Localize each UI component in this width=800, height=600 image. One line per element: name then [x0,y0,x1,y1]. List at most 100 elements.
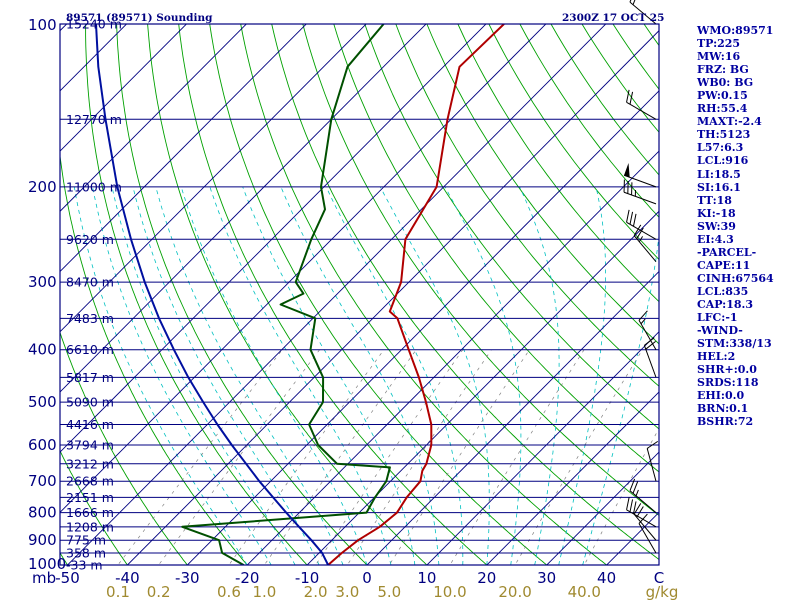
wind-barb [638,310,657,350]
temperature-tick-label: -20 [235,569,260,587]
isotherm-line [60,24,367,333]
wind-barb [626,497,657,528]
wind-barb [629,0,657,25]
temperature-tick-label: 20 [477,569,496,587]
wind-barb-full [629,211,634,225]
wind-barb-half [638,236,644,243]
wind-barb-staff [623,191,657,205]
isotherm-line [60,24,188,152]
index-item: TP:225 [697,37,741,51]
index-item: -WIND- [697,324,743,338]
index-item: CAPE:11 [697,258,751,272]
chart-title: 89571 (89571) Sounding [66,12,213,24]
index-item: WB0: BG [697,76,754,90]
height-label: 1208 m [66,519,114,534]
mixing-ratio-label: 20.0 [498,583,531,600]
height-label: 3212 m [66,456,114,471]
wind-barb [623,163,657,188]
index-item: TT:18 [697,193,732,207]
wind-barb [646,440,659,482]
dry-adiabat-line [488,24,659,261]
mixing-ratio-line [346,349,492,565]
dry-adiabat-line [271,24,659,561]
wind-barb-staff [629,1,657,25]
index-item: SW:39 [697,219,736,233]
dry-adiabat-line [147,24,428,565]
index-item: EHI:0.0 [697,389,745,403]
index-item: FRZ: BG [697,63,749,77]
sounding-indices-panel: WMO:89571 TP:225 MW:16 FRZ: BG WB0: BG PW:0.1… [697,24,797,428]
mixing-ratio-line [263,349,417,565]
index-item: CAP:18.3 [697,297,754,311]
dry-adiabat-line [178,24,488,565]
index-item: EI:4.3 [697,232,734,246]
index-item: BRN:0.1 [697,402,749,416]
isotherm-line [60,24,307,273]
dry-adiabat-line [457,24,659,303]
wind-barb-half [640,318,646,325]
dry-adiabat-line [333,24,659,473]
dry-adiabat-line [240,24,608,565]
wind-barb-full [632,213,637,227]
series-line-parcel [95,24,329,565]
mixing-ratio-label: 0.6 [217,583,241,600]
mixing-ratio-label: 0.2 [147,583,171,600]
temperature-tick-label: 30 [537,569,556,587]
isotherm-line [60,24,487,453]
index-item: PW:0.15 [697,89,748,103]
wind-barb-full [626,497,630,510]
height-label: 775 m [66,533,106,548]
height-label: 15240 m [66,17,122,32]
index-item: LFC:-1 [697,311,738,325]
mixing-ratio-label: 40.0 [568,583,601,600]
dry-adiabat-line [395,24,659,387]
isotherm-line [366,270,659,565]
profile-lines [95,24,505,565]
moist-adiabat-line [111,186,296,565]
dry-adiabat-line [85,24,308,565]
wind-barb [623,179,657,205]
temperature-unit-label: C [654,569,664,587]
isotherm-line [66,24,607,565]
wind-barb-full [638,513,648,524]
mixing-ratio-line [583,428,659,565]
pressure-tick-label: 300 [28,273,57,291]
pressure-tick-label: 1000 [28,555,66,573]
wind-barb-full [638,310,648,321]
height-label: 2668 m [66,474,114,489]
moist-adiabat-line [180,186,368,565]
mixing-ratio-label: 1.0 [252,583,276,600]
height-label: 1666 m [66,505,114,520]
mixing-ratio-line [117,349,283,565]
wind-barb-staff [633,513,657,541]
wind-barb-full [632,481,639,494]
index-item: SRDS:118 [697,376,759,390]
wind-barb-full [629,499,634,512]
index-item: TH:5123 [697,128,751,142]
isotherm-line [546,451,659,565]
wind-barb-full [644,337,655,346]
wind-barb-full [629,478,636,491]
dry-adiabat-line [60,152,248,565]
mixing-ratio-label: 3.0 [335,583,359,600]
mixing-ratio-label: 10.0 [433,583,466,600]
wind-barb [626,89,657,120]
wind-barb-full [646,440,659,449]
pressure-tick-label: 700 [28,472,57,490]
moist-adiabat-line [582,232,659,565]
isotherm-line [60,24,427,393]
isotherm-line [306,210,659,565]
index-item: BSHR:72 [697,415,754,429]
index-item: RH:55.4 [697,102,748,116]
pressure-tick-label: 400 [28,341,57,359]
wind-barb [633,503,657,541]
temperature-tick-label: -40 [115,569,140,587]
pressure-tick-label: 600 [28,436,57,454]
wind-barb [629,478,657,513]
wind-barb-staff [633,235,657,263]
temperature-tick-label: 10 [417,569,436,587]
mixing-ratio-line [388,349,530,565]
series-line-temperature [327,24,505,565]
wind-barb-flag [624,163,630,178]
